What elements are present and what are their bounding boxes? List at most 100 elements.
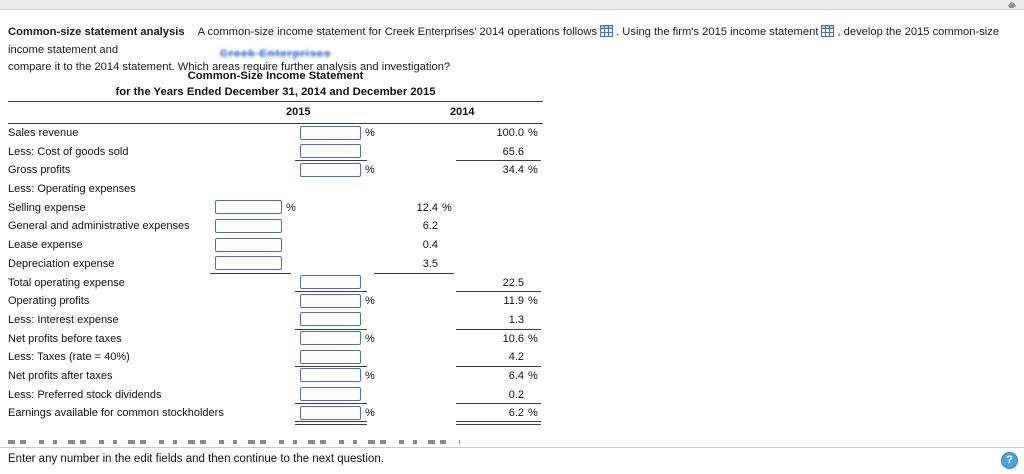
statement-row: Total operating expense 22.5 [8, 274, 543, 293]
row-label: Total operating expense [8, 276, 125, 289]
total-rule [456, 403, 541, 405]
clipped-text-row [8, 440, 460, 444]
statement-row: Selling expense% 12.4% [8, 199, 543, 218]
row-label: Depreciation expense [8, 257, 115, 270]
data-table-icon[interactable] [821, 25, 835, 37]
row-label: General and administrative expenses [8, 220, 190, 233]
pct-input-14[interactable] [300, 387, 361, 402]
pct-input-4[interactable] [215, 200, 282, 215]
percent-sign: % [528, 295, 538, 308]
pct-input-1[interactable] [300, 144, 361, 159]
total-rule [374, 272, 454, 274]
value-2014: 100.0 [496, 127, 524, 139]
value-2014: 3.5 [422, 257, 438, 270]
value-2014: 6.4 [508, 369, 524, 382]
row-label: Net profits before taxes [8, 332, 122, 345]
percent-sign: % [528, 369, 538, 382]
statement-subtitle: for the Years Ended December 31, 2014 an… [115, 86, 436, 98]
income-statement: Creek Enterprises Common-Size Income Sta… [8, 48, 543, 425]
value-2014: 65.6 [502, 145, 524, 158]
pct-input-6[interactable] [215, 237, 282, 252]
value-2014: 11.9 [503, 295, 524, 308]
row-label: Lease expense [8, 239, 83, 252]
question-seg1: A common-size income statement for Creek… [197, 26, 598, 38]
total-rule [456, 328, 541, 330]
statement-row: Lease expense 0.4 [8, 236, 543, 255]
statement-table: 2015 2014 Sales revenue% 100.0% Less: Cost… [8, 101, 543, 425]
statement-row: Sales revenue% 100.0% [8, 124, 543, 143]
percent-sign: % [528, 127, 538, 139]
row-label: Selling expense [8, 201, 86, 214]
pct-input-13[interactable] [300, 368, 361, 383]
percent-sign: % [365, 332, 375, 345]
percent-sign: % [286, 201, 296, 214]
column-header-2015: 2015 [286, 106, 311, 118]
pct-input-7[interactable] [215, 256, 282, 271]
help-button[interactable]: ? [1001, 452, 1018, 469]
value-2014: 34.4 [502, 164, 524, 177]
row-label: Gross profits [8, 164, 71, 177]
total-rule [456, 365, 541, 367]
statement-row: Less: Taxes (rate = 40%) 4.2 [8, 348, 543, 367]
pct-input-5[interactable] [215, 218, 282, 233]
total-rule [295, 421, 367, 425]
pct-input-8[interactable] [300, 275, 361, 289]
total-rule [295, 403, 367, 405]
table-rows: Sales revenue% 100.0% Less: Cost of goods … [8, 124, 543, 425]
value-2014: 4.2 [508, 351, 524, 364]
value-2014: 10.6 [502, 332, 524, 345]
footer-divider [0, 447, 1024, 448]
percent-sign: % [365, 369, 375, 382]
statement-row: Operating profits% 11.9% [8, 292, 543, 311]
value-2014: 6.2 [422, 220, 438, 233]
total-rule [456, 160, 541, 162]
row-label: Earnings available for common stockholde… [8, 407, 224, 420]
pct-input-0[interactable] [300, 125, 361, 140]
statement-row: Net profits before taxes% 10.6% [8, 330, 543, 349]
row-label: Less: Operating expenses [8, 183, 136, 196]
pct-input-2[interactable] [300, 162, 361, 177]
data-table-icon[interactable] [600, 25, 614, 37]
pin-icon[interactable] [1007, 1, 1017, 9]
pct-input-9[interactable] [300, 293, 361, 308]
statement-row: General and administrative expenses 6.2 [8, 217, 543, 236]
row-label: Less: Interest expense [8, 313, 119, 326]
percent-sign: % [528, 164, 538, 177]
question-text: Common-size statement analysis A common-s… [8, 24, 1020, 77]
percent-sign: % [365, 407, 375, 420]
row-label: Operating profits [8, 295, 90, 308]
pct-input-15[interactable] [300, 405, 361, 420]
statement-row: Net profits after taxes% 6.4% [8, 367, 543, 386]
row-label: Less: Cost of goods sold [8, 145, 129, 158]
row-label: Net profits after taxes [8, 369, 113, 382]
pct-input-11[interactable] [300, 331, 361, 346]
total-rule [456, 421, 541, 425]
percent-sign: % [528, 332, 538, 345]
total-rule [295, 160, 367, 162]
row-label: Sales revenue [8, 127, 79, 139]
value-2014: 6.2 [508, 407, 524, 420]
value-2014: 12.4 [416, 201, 438, 214]
value-2014: 22.5 [502, 276, 524, 289]
statement-row: Less: Preferred stock dividends 0.2 [8, 386, 543, 405]
question-seg2: . Using the firm's 2015 income statement [616, 26, 819, 38]
top-bar [0, 0, 1024, 10]
total-rule [295, 291, 367, 293]
question-title: Common-size statement analysis [8, 26, 185, 38]
total-rule [456, 291, 541, 293]
question-seg3: , develop the 2015 common-size income st… [8, 26, 1000, 56]
percent-sign: % [365, 295, 375, 308]
table-header: 2015 2014 [8, 102, 543, 124]
statement-row: Less: Operating expenses [8, 180, 543, 199]
footer-instruction: Enter any number in the edit fields and … [8, 453, 384, 465]
statement-row: Earnings available for common stockholde… [8, 404, 543, 425]
pct-input-10[interactable] [300, 312, 361, 327]
statement-row: Depreciation expense 3.5 [8, 255, 543, 274]
row-label: Less: Preferred stock dividends [8, 388, 162, 401]
company-name-redacted: Creek Enterprises [219, 48, 332, 60]
percent-sign: % [365, 127, 375, 139]
pct-input-12[interactable] [300, 349, 361, 364]
percent-sign: % [365, 164, 375, 177]
total-rule [295, 328, 367, 330]
